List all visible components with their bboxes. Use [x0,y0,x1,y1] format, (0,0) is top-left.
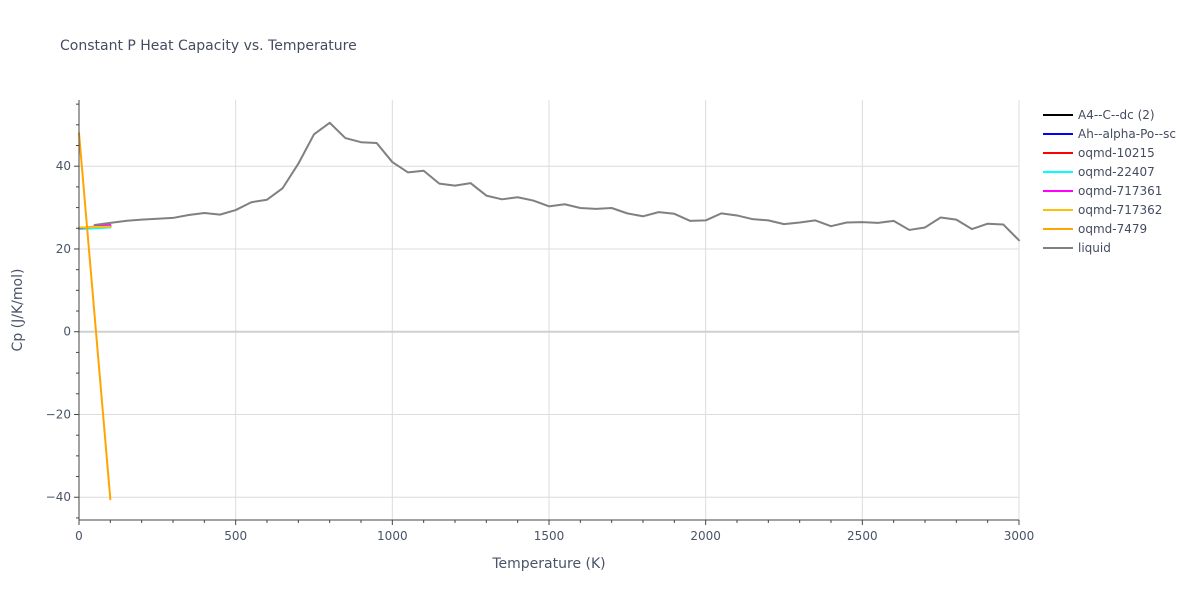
y-tick-label: 40 [56,159,71,173]
x-tick-label: 2500 [847,529,878,543]
x-axis-title: Temperature (K) [491,556,605,572]
legend-label: A4--C--dc (2) [1078,108,1155,122]
legend-item-oqmd-717361[interactable]: oqmd-717361 [1043,184,1162,198]
legend-item-oqmd-22407[interactable]: oqmd-22407 [1043,165,1155,179]
legend-label: oqmd-22407 [1078,165,1155,179]
legend-label: Ah--alpha-Po--sc [1078,127,1176,141]
chart-title: Constant P Heat Capacity vs. Temperature [60,38,357,54]
y-tick-label: −20 [46,407,71,421]
legend-item-oqmd-10215[interactable]: oqmd-10215 [1043,146,1155,160]
series-layer [78,121,1020,501]
series-line-oqmd-7479 [78,132,112,501]
series-line-liquid [93,121,1020,242]
axes-layer: −40 −20 0 20 40 0 500 1000 1500 2000 2500 3000 [46,100,1035,543]
x-tick-label: 500 [224,529,247,543]
legend-label: oqmd-717362 [1078,203,1162,217]
legend-item-A4--C--dc (2)[interactable]: A4--C--dc (2) [1043,108,1155,122]
legend[interactable]: A4--C--dc (2) Ah--alpha-Po--sc oqmd-10215 o… [1043,108,1176,255]
series-line-oqmd-717362 [78,225,112,229]
x-tick-label: 3000 [1004,529,1035,543]
x-tick-label: 0 [75,529,83,543]
legend-label: oqmd-10215 [1078,146,1155,160]
y-tick-label: 20 [56,242,71,256]
y-tick-label: −40 [46,490,71,504]
x-tick-label: 2000 [690,529,721,543]
y-axis-title: Cp (J/K/mol) [10,269,26,352]
legend-item-liquid[interactable]: liquid [1043,241,1111,255]
x-tick-label: 1000 [377,529,408,543]
x-tick-label: 1500 [534,529,565,543]
legend-label: oqmd-717361 [1078,184,1162,198]
grid-layer [79,100,1020,520]
legend-label: oqmd-7479 [1078,222,1147,236]
legend-item-Ah--alpha-Po--sc[interactable]: Ah--alpha-Po--sc [1043,127,1176,141]
legend-item-oqmd-7479[interactable]: oqmd-7479 [1043,222,1147,236]
legend-label: liquid [1078,241,1111,255]
y-tick-label: 0 [63,325,71,339]
legend-item-oqmd-717362[interactable]: oqmd-717362 [1043,203,1162,217]
